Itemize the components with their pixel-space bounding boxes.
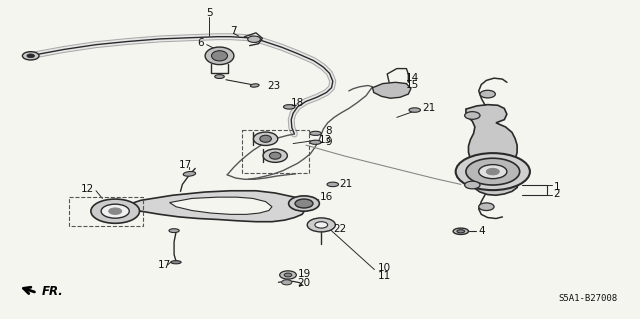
Ellipse shape	[269, 152, 281, 159]
Text: FR.: FR.	[42, 286, 63, 298]
Circle shape	[280, 271, 296, 279]
Text: 22: 22	[333, 224, 346, 234]
Bar	[242, 130, 309, 173]
Text: 13: 13	[319, 135, 332, 145]
Circle shape	[101, 204, 129, 218]
Circle shape	[465, 112, 480, 119]
Text: 10: 10	[378, 263, 390, 273]
Circle shape	[486, 168, 499, 175]
Polygon shape	[170, 197, 272, 214]
Text: 17: 17	[179, 160, 192, 170]
Text: 15: 15	[406, 80, 419, 91]
Text: 20: 20	[298, 278, 311, 288]
Ellipse shape	[310, 140, 321, 144]
Ellipse shape	[319, 225, 331, 229]
Text: 18: 18	[291, 98, 304, 108]
Circle shape	[22, 52, 39, 60]
Ellipse shape	[205, 47, 234, 64]
Text: 23: 23	[268, 81, 281, 91]
Ellipse shape	[215, 75, 225, 78]
Ellipse shape	[409, 108, 420, 112]
Polygon shape	[372, 82, 411, 98]
Text: 8: 8	[325, 126, 332, 136]
Text: 4: 4	[479, 226, 485, 236]
Text: 16: 16	[320, 192, 333, 202]
Ellipse shape	[183, 172, 196, 176]
Text: 19: 19	[298, 269, 311, 279]
Text: 5: 5	[206, 8, 212, 19]
Ellipse shape	[260, 135, 271, 142]
Circle shape	[456, 153, 530, 190]
Ellipse shape	[284, 105, 295, 109]
Ellipse shape	[310, 131, 321, 135]
Circle shape	[307, 218, 335, 232]
Ellipse shape	[169, 229, 179, 233]
Text: 21: 21	[422, 103, 436, 114]
Text: 6: 6	[197, 38, 204, 48]
Polygon shape	[122, 191, 306, 222]
Text: 12: 12	[81, 184, 93, 194]
Text: 2: 2	[554, 189, 560, 199]
Circle shape	[315, 222, 328, 228]
Text: 14: 14	[406, 73, 419, 83]
Circle shape	[282, 280, 292, 285]
Ellipse shape	[253, 132, 278, 145]
Circle shape	[295, 199, 313, 208]
Bar	[69, 197, 143, 226]
Circle shape	[465, 181, 480, 189]
Ellipse shape	[453, 228, 468, 234]
Ellipse shape	[457, 230, 465, 233]
Circle shape	[109, 208, 122, 214]
Ellipse shape	[327, 182, 339, 187]
Circle shape	[91, 199, 140, 223]
Circle shape	[284, 273, 292, 277]
Text: 11: 11	[378, 271, 390, 281]
Text: 9: 9	[325, 137, 332, 147]
Ellipse shape	[263, 149, 287, 162]
Circle shape	[248, 36, 260, 42]
Ellipse shape	[171, 261, 181, 264]
Polygon shape	[466, 105, 518, 195]
Circle shape	[480, 90, 495, 98]
Circle shape	[27, 54, 35, 58]
Circle shape	[289, 196, 319, 211]
Text: 17: 17	[158, 260, 172, 270]
Text: S5A1-B27008: S5A1-B27008	[559, 294, 618, 303]
Circle shape	[479, 165, 507, 179]
Text: 7: 7	[230, 26, 237, 36]
Ellipse shape	[211, 51, 228, 61]
Circle shape	[466, 158, 520, 185]
Text: 1: 1	[554, 182, 560, 192]
Text: 21: 21	[339, 179, 353, 189]
Circle shape	[479, 203, 494, 211]
Ellipse shape	[250, 84, 259, 87]
